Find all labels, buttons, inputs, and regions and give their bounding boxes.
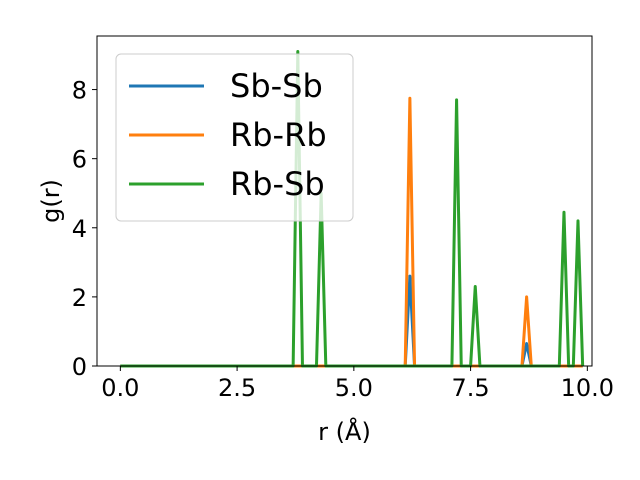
x-axis-label: r (Å) (318, 417, 371, 446)
x-tick-label: 7.5 (451, 374, 489, 402)
y-axis: 0 2 4 6 8 (72, 77, 97, 381)
legend-items: Sb-Sb Rb-Rb Rb-Sb (129, 67, 327, 203)
legend-label-sb-sb: Sb-Sb (230, 67, 323, 105)
legend-box (115, 53, 354, 222)
legend: Sb-Sb Rb-Rb Rb-Sb (115, 53, 354, 222)
y-tick-label: 6 (72, 146, 87, 174)
legend-label-rb-rb: Rb-Rb (230, 116, 327, 154)
x-axis: 0.0 2.5 5.0 7.5 10.0 (101, 366, 614, 402)
series-line-sb-sb (120, 274, 583, 368)
y-tick-label: 8 (72, 77, 87, 105)
y-tick-label: 0 (72, 353, 87, 381)
y-tick-label: 2 (72, 284, 87, 312)
x-tick-label: 0.0 (101, 374, 139, 402)
y-axis-label: g(r) (37, 179, 65, 223)
y-tick-label: 4 (72, 215, 87, 243)
x-tick-label: 5.0 (335, 374, 373, 402)
x-tick-label: 2.5 (218, 374, 256, 402)
legend-label-rb-sb: Rb-Sb (230, 165, 325, 203)
x-tick-label: 10.0 (561, 374, 614, 402)
plot-frame (96, 35, 593, 367)
